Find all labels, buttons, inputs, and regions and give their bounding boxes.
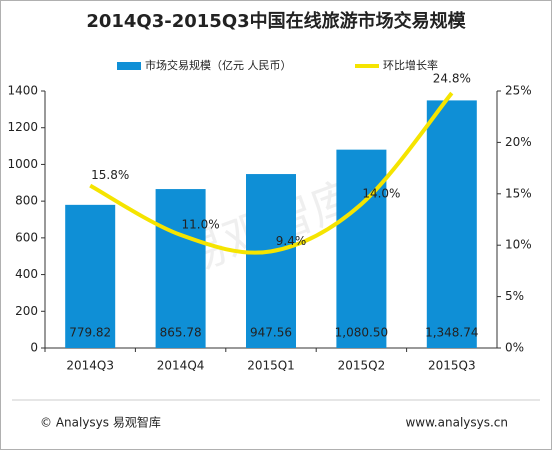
y-tick-label: 600 (15, 230, 38, 244)
y2-tick-label: 5% (505, 289, 524, 303)
bar-value-label: 1,348.74 (425, 326, 478, 340)
legend-swatch (117, 62, 141, 70)
legend-label: 市场交易规模（亿元 人民币） (145, 58, 292, 72)
line (89, 91, 454, 255)
x-tick-label: 2014Q4 (157, 359, 205, 373)
line-value-label: 11.0% (182, 217, 220, 231)
bar-value-label: 865.78 (160, 326, 202, 340)
x-tick-label: 2015Q3 (428, 359, 476, 373)
bar (246, 174, 296, 348)
legend-label: 环比增长率 (383, 58, 438, 72)
x-tick-label: 2015Q1 (247, 359, 295, 373)
footer-left: © Analysys 易观智库 (40, 415, 161, 430)
y-tick-label: 800 (15, 194, 38, 208)
bar (65, 204, 116, 348)
line-value-label: 14.0% (362, 187, 400, 201)
bar (336, 149, 387, 348)
y-tick-label: 200 (15, 304, 38, 318)
line-value-label: 15.8% (91, 168, 129, 182)
y-tick-label: 400 (15, 267, 38, 281)
y2-tick-label: 0% (505, 341, 524, 355)
y-tick-label: 0 (30, 341, 38, 355)
line-value-label: 9.4% (276, 234, 307, 248)
x-tick-label: 2014Q3 (66, 359, 114, 373)
footer-right: www.analysys.cn (405, 416, 508, 430)
line-value-label: 24.8% (433, 72, 471, 86)
y-tick-label: 1000 (7, 157, 38, 171)
y2-tick-label: 15% (505, 186, 532, 200)
y-tick-label: 1400 (7, 84, 38, 98)
chart-title: 2014Q3-2015Q3中国在线旅游市场交易规模 (86, 10, 466, 32)
y2-tick-label: 10% (505, 238, 532, 252)
bar-value-label: 1,080.50 (335, 326, 388, 340)
x-tick-label: 2015Q2 (338, 359, 386, 373)
bar (155, 189, 206, 348)
y2-tick-label: 25% (505, 84, 532, 98)
y-tick-label: 1200 (7, 120, 38, 134)
bar-value-label: 779.82 (69, 326, 111, 340)
bar (426, 100, 477, 348)
bar-value-label: 947.56 (250, 326, 292, 340)
y2-tick-label: 20% (505, 135, 532, 149)
